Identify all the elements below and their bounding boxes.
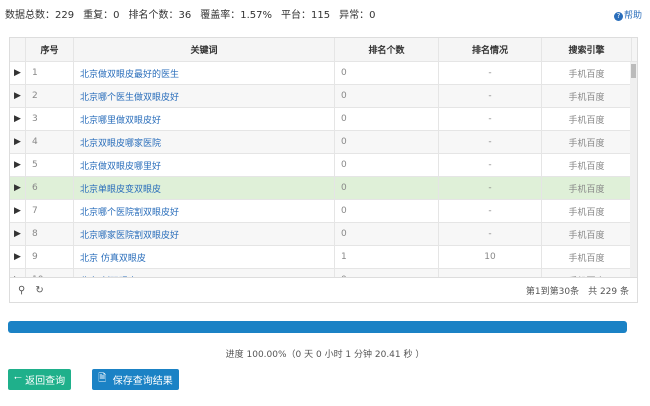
stat-coverage: 覆盖率：1.57% <box>200 10 272 21</box>
expand-icon[interactable]: ▶ <box>10 131 26 153</box>
row-rank <box>439 269 542 278</box>
table-row[interactable]: ▶ 7 北京哪个医院割双眼皮好 0 - 手机百度 <box>10 200 637 223</box>
expand-icon[interactable]: ▶ <box>10 246 26 268</box>
file-icon: 🗎 <box>98 373 113 384</box>
table-header: 序号 关键词 排名个数 排名情况 搜索引擎 <box>10 38 637 62</box>
col-rank[interactable]: 排名情况 <box>439 38 542 61</box>
stats-bar: 数据总数：229 重复：0 排名个数：36 覆盖率：1.57% 平台：115 异常：0 <box>5 6 384 21</box>
table-body: ▶ 1 北京做双眼皮最好的医生 0 - 手机百度 ▶ 2 北京哪个医生做双眼皮好 … <box>10 62 637 278</box>
expand-icon[interactable]: ▶ <box>10 269 26 278</box>
table-row[interactable]: ▶ 1 北京做双眼皮最好的医生 0 - 手机百度 <box>10 62 637 85</box>
row-count: 0 <box>335 85 439 107</box>
row-no: 8 <box>26 223 74 245</box>
table-row[interactable]: ▶ 5 北京做双眼皮哪里好 0 - 手机百度 <box>10 154 637 177</box>
row-engine: 手机百度 <box>542 154 632 176</box>
row-count: 0 <box>335 177 439 199</box>
table-row[interactable]: ▶ 4 北京双眼皮哪家医院 0 - 手机百度 <box>10 131 637 154</box>
col-no[interactable]: 序号 <box>26 38 74 61</box>
table-row[interactable]: ▶ 2 北京哪个医生做双眼皮好 0 - 手机百度 <box>10 85 637 108</box>
row-engine: 手机百度 <box>542 85 632 107</box>
row-no: 2 <box>26 85 74 107</box>
table-row[interactable]: ▶ 3 北京哪里做双眼皮好 0 - 手机百度 <box>10 108 637 131</box>
stat-error: 异常：0 <box>339 10 376 21</box>
row-count: 0 <box>335 154 439 176</box>
row-count: 0 <box>335 200 439 222</box>
table-row[interactable]: ▶ 6 北京单眼皮变双眼皮 0 - 手机百度 <box>10 177 637 200</box>
row-no: 10 <box>26 269 74 278</box>
expand-icon[interactable]: ▶ <box>10 85 26 107</box>
back-button[interactable]: 🠀 返回查询 <box>8 369 71 390</box>
save-results-button[interactable]: 🗎 保存查询结果 <box>92 369 179 390</box>
row-rank: - <box>439 154 542 176</box>
stat-duplicate: 重复：0 <box>83 10 120 21</box>
row-count: 1 <box>335 246 439 268</box>
pagination-info: 第1到第30条 共 229 条 <box>525 286 629 297</box>
row-engine: 手机百度 <box>542 62 632 84</box>
row-keyword[interactable]: 北京做双眼皮最好的医生 <box>74 62 335 84</box>
row-count: 0 <box>335 108 439 130</box>
row-rank: - <box>439 62 542 84</box>
row-keyword[interactable]: 北京哪个医院割双眼皮好 <box>74 200 335 222</box>
progress-bar <box>8 321 627 333</box>
row-count: 0 <box>335 131 439 153</box>
row-no: 7 <box>26 200 74 222</box>
expand-icon[interactable]: ▶ <box>10 154 26 176</box>
row-engine: 手机百度 <box>542 223 632 245</box>
row-no: 1 <box>26 62 74 84</box>
row-keyword[interactable]: 北京做双眼皮哪里好 <box>74 154 335 176</box>
row-no: 6 <box>26 177 74 199</box>
col-keyword[interactable]: 关键词 <box>74 38 335 61</box>
row-keyword[interactable]: 北京单眼皮变双眼皮 <box>74 177 335 199</box>
help-link[interactable]: ? 帮助 <box>613 8 642 21</box>
row-count: 0 <box>335 269 439 278</box>
arrow-left-icon: 🠀 <box>13 373 26 384</box>
help-icon: ? <box>613 12 623 21</box>
row-no: 5 <box>26 154 74 176</box>
results-table: 序号 关键词 排名个数 排名情况 搜索引擎 ▶ 1 北京做双眼皮最好的医生 0 … <box>9 37 638 303</box>
progress-text: 进度 100.00%（0 天 0 小时 1 分钟 20.41 秒 ） <box>225 350 425 360</box>
row-engine: 手机百度 <box>542 246 632 268</box>
row-count: 0 <box>335 223 439 245</box>
expand-icon[interactable]: ▶ <box>10 108 26 130</box>
expand-icon[interactable]: ▶ <box>10 177 26 199</box>
row-rank: - <box>439 108 542 130</box>
row-rank: - <box>439 177 542 199</box>
refresh-icon[interactable]: ↻ <box>35 284 44 296</box>
row-engine: 手机百度 <box>542 108 632 130</box>
row-rank: - <box>439 131 542 153</box>
col-count[interactable]: 排名个数 <box>335 38 439 61</box>
stat-ranked: 排名个数：36 <box>128 10 192 21</box>
row-rank: - <box>439 85 542 107</box>
table-row[interactable]: ▶ 8 北京哪家医院割双眼皮好 0 - 手机百度 <box>10 223 637 246</box>
row-keyword[interactable]: 北京哪里做双眼皮好 <box>74 108 335 130</box>
row-engine: 手机百度 <box>542 177 632 199</box>
scrollbar[interactable] <box>630 62 637 278</box>
row-keyword[interactable]: 北京 仿真双眼皮 <box>74 246 335 268</box>
expand-icon[interactable]: ▶ <box>10 62 26 84</box>
stat-platform: 平台：115 <box>280 10 331 21</box>
row-count: 0 <box>335 62 439 84</box>
row-no: 9 <box>26 246 74 268</box>
row-engine: 手机百度 <box>542 131 632 153</box>
search-icon[interactable]: ⚲ <box>18 284 26 296</box>
row-engine: 手机百度 <box>542 200 632 222</box>
row-rank: - <box>439 200 542 222</box>
row-keyword[interactable]: 北京哪家医院割双眼皮好 <box>74 223 335 245</box>
stat-total: 数据总数：229 <box>5 10 75 21</box>
row-keyword[interactable]: 北京双眼皮哪家医院 <box>74 131 335 153</box>
table-footer: ⚲ ↻ 第1到第30条 共 229 条 <box>10 277 637 302</box>
table-row[interactable]: ▶ 9 北京 仿真双眼皮 1 10 手机百度 <box>10 246 637 269</box>
row-rank: - <box>439 223 542 245</box>
row-no: 3 <box>26 108 74 130</box>
expand-icon[interactable]: ▶ <box>10 223 26 245</box>
row-rank: 10 <box>439 246 542 268</box>
col-engine[interactable]: 搜索引擎 <box>542 38 632 61</box>
row-no: 4 <box>26 131 74 153</box>
row-keyword[interactable]: 北京哪个医生做双眼皮好 <box>74 85 335 107</box>
expand-icon[interactable]: ▶ <box>10 200 26 222</box>
